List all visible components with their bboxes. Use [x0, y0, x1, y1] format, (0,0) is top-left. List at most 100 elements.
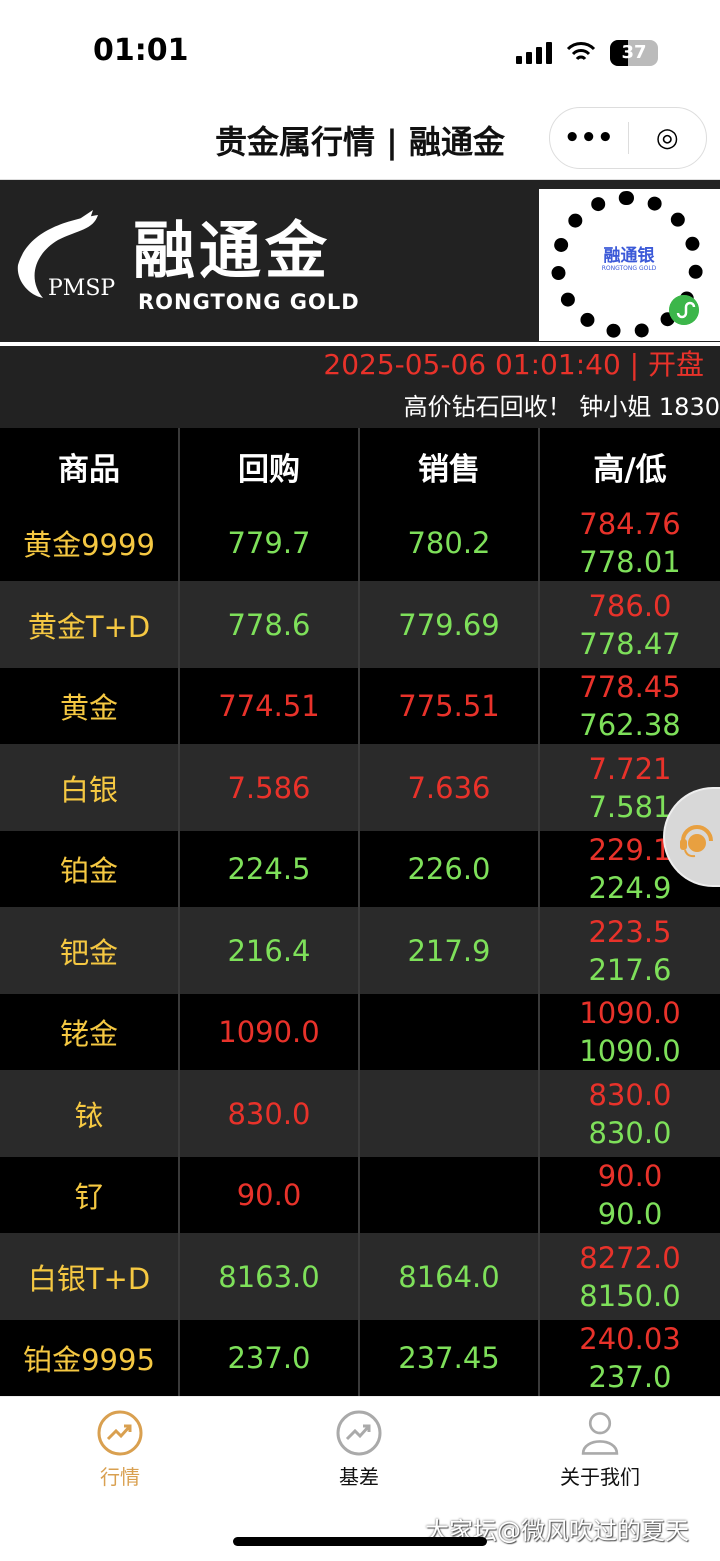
brand-banner: PMSP 融通金 RONGTONG GOLD 融通银 RONGTONG GOLD — [0, 180, 720, 342]
table-row[interactable]: 黄金9999 779.7 780.2 784.76 778.01 — [0, 505, 720, 581]
buyback-price-value: 224.5 — [227, 852, 311, 886]
sell-price — [360, 994, 540, 1070]
buyback-price-value: 778.6 — [227, 607, 311, 642]
buyback-price: 216.4 — [180, 907, 360, 994]
high-low: 229.1 224.9 — [540, 831, 720, 907]
high-price: 223.5 — [588, 914, 672, 949]
product-name: 白银T+D — [0, 1233, 180, 1320]
product-name-value: 铱 — [74, 1098, 104, 1133]
sell-price — [360, 1070, 540, 1157]
header-product: 商品 — [0, 428, 180, 505]
sell-price: 237.45 — [360, 1320, 540, 1396]
tab-about-us[interactable]: 关于我们 — [540, 1409, 660, 1489]
sell-price-value: 775.51 — [398, 689, 500, 723]
table-row[interactable]: 铂金 224.5 226.0 229.1 224.9 — [0, 831, 720, 907]
table-row[interactable]: 白银T+D 8163.0 8164.0 8272.0 8150.0 — [0, 1233, 720, 1320]
high-price: 786.0 — [588, 588, 672, 623]
table-row[interactable]: 黄金 774.51 775.51 778.45 762.38 — [0, 668, 720, 744]
product-name: 黄金 — [0, 668, 180, 744]
table-row[interactable]: 钌 90.0 90.0 90.0 — [0, 1157, 720, 1233]
low-price: 1090.0 — [579, 1034, 681, 1068]
sell-price-value: 7.636 — [407, 770, 491, 805]
wifi-icon — [566, 42, 596, 61]
sell-price-value: 8164.0 — [398, 1259, 500, 1294]
buyback-price: 830.0 — [180, 1070, 360, 1157]
buyback-price: 1090.0 — [180, 994, 360, 1070]
tab-quotes[interactable]: 行情 — [60, 1409, 180, 1489]
header-sell: 销售 — [360, 428, 540, 505]
low-price: 90.0 — [597, 1197, 663, 1231]
product-name: 黄金9999 — [0, 505, 180, 581]
product-name: 铑金 — [0, 994, 180, 1070]
table-row[interactable]: 钯金 216.4 217.9 223.5 217.6 — [0, 907, 720, 994]
sell-price: 780.2 — [360, 505, 540, 581]
high-low: 784.76 778.01 — [540, 505, 720, 581]
product-name-value: 白银 — [59, 772, 118, 807]
high-price: 7.721 — [588, 751, 672, 786]
buyback-price: 774.51 — [180, 668, 360, 744]
buyback-price-value: 216.4 — [227, 933, 311, 968]
table-row[interactable]: 铱 830.0 830.0 830.0 — [0, 1070, 720, 1157]
buyback-price: 224.5 — [180, 831, 360, 907]
table-row[interactable]: 白银 7.586 7.636 7.721 7.581 — [0, 744, 720, 831]
info-bar: 2025-05-06 01:01:40 | 开盘 高价钻石回收！ 钟小姐 183… — [0, 346, 720, 428]
table-row[interactable]: 铂金9995 237.0 237.45 240.03 237.0 — [0, 1320, 720, 1396]
high-low: 7.721 7.581 — [540, 744, 720, 831]
high-price: 8272.0 — [579, 1240, 681, 1275]
low-price: 778.47 — [579, 626, 681, 661]
product-name-value: 铂金9995 — [23, 1343, 155, 1377]
tab-basis[interactable]: 基差 — [299, 1409, 419, 1489]
high-low: 830.0 830.0 — [540, 1070, 720, 1157]
sell-price: 775.51 — [360, 668, 540, 744]
trend-up-icon — [97, 1410, 143, 1456]
product-name-value: 钯金 — [59, 935, 118, 970]
buyback-price-value: 830.0 — [227, 1096, 311, 1131]
table-row[interactable]: 黄金T+D 778.6 779.69 786.0 778.47 — [0, 581, 720, 668]
product-name-value: 黄金9999 — [23, 528, 155, 562]
nav-bar: 贵金属行情 | 融通金 — [0, 105, 720, 180]
high-price: 229.1 — [588, 833, 672, 867]
status-bar: 01:01 37 — [0, 0, 720, 105]
buyback-price: 7.586 — [180, 744, 360, 831]
buyback-price: 779.7 — [180, 505, 360, 581]
sell-price-value: 237.45 — [398, 1341, 500, 1375]
buyback-price-value: 7.586 — [227, 770, 311, 805]
product-name: 黄金T+D — [0, 581, 180, 668]
page-title: 贵金属行情 | 融通金 — [215, 123, 505, 161]
high-low: 240.03 237.0 — [540, 1320, 720, 1396]
product-name: 钌 — [0, 1157, 180, 1233]
sell-price: 8164.0 — [360, 1233, 540, 1320]
high-low: 1090.0 1090.0 — [540, 994, 720, 1070]
low-price: 8150.0 — [579, 1278, 681, 1313]
battery-icon: 37 — [610, 40, 658, 66]
high-price: 830.0 — [588, 1077, 672, 1112]
product-name: 铂金 — [0, 831, 180, 907]
high-low: 778.45 762.38 — [540, 668, 720, 744]
buyback-price: 237.0 — [180, 1320, 360, 1396]
more-icon[interactable]: ••• — [563, 123, 614, 153]
headset-icon — [680, 825, 713, 858]
low-price: 224.9 — [588, 871, 672, 905]
low-price: 217.6 — [588, 952, 672, 987]
miniprogram-link-icon — [669, 295, 699, 325]
table-row[interactable]: 铑金 1090.0 1090.0 1090.0 — [0, 994, 720, 1070]
sell-price — [360, 1157, 540, 1233]
price-table: 商品 回购 销售 高/低 黄金9999 779.7 780.2 784.76 778.0… — [0, 428, 720, 1396]
home-indicator[interactable] — [233, 1537, 487, 1546]
close-target-icon[interactable]: ◎ — [655, 123, 679, 153]
low-price: 762.38 — [579, 708, 681, 742]
tab-bar: 行情 基差 关于我们 — [0, 1396, 720, 1496]
header-buyback: 回购 — [180, 428, 360, 505]
sell-price-value: 779.69 — [398, 607, 500, 642]
sell-price-value: 780.2 — [407, 526, 491, 560]
trend-up-icon — [336, 1410, 382, 1456]
high-price: 1090.0 — [579, 996, 681, 1030]
table-header: 商品 回购 销售 高/低 — [0, 428, 720, 505]
product-name-value: 铂金 — [59, 854, 118, 888]
high-price: 784.76 — [579, 507, 681, 541]
buyback-price-value: 90.0 — [236, 1178, 302, 1212]
buyback-price-value: 237.0 — [227, 1341, 311, 1375]
miniprogram-qr-code[interactable]: 融通银 RONGTONG GOLD — [539, 189, 720, 341]
high-price: 240.03 — [579, 1322, 681, 1356]
product-name: 铂金9995 — [0, 1320, 180, 1396]
